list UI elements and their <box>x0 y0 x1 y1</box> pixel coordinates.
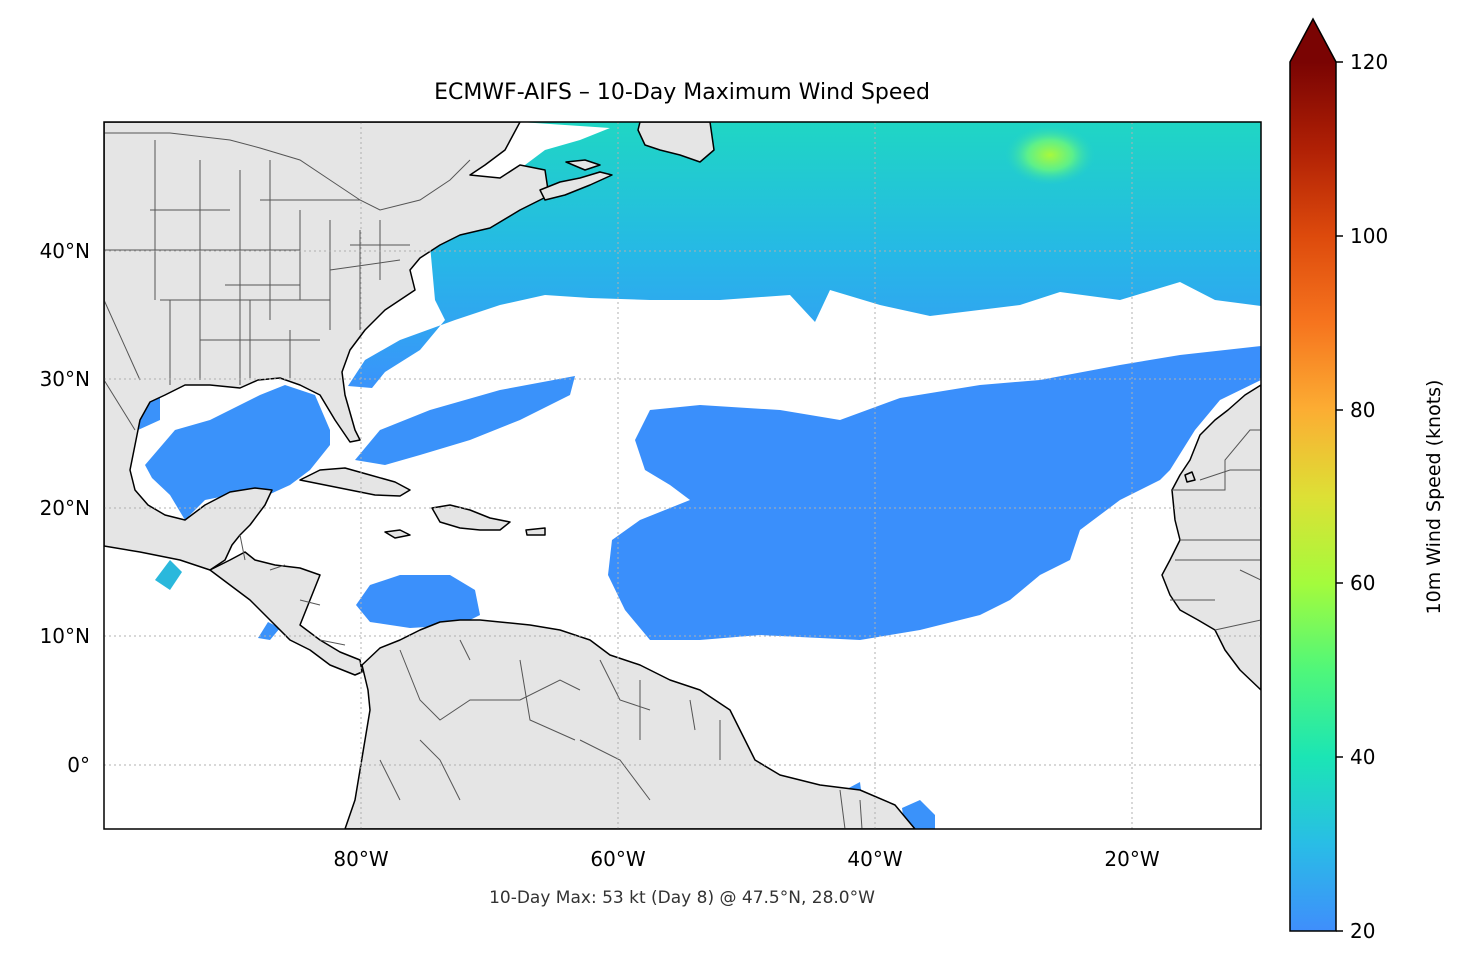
us-canada-border <box>104 132 471 211</box>
mexico-border <box>104 299 141 431</box>
lat-tick-label: 0° <box>67 753 90 777</box>
colorbar-extend-arrow <box>1290 19 1336 62</box>
us-state-lines <box>104 140 410 385</box>
land-puerto-rico <box>525 527 546 536</box>
wind-field-patch-3 <box>845 782 935 829</box>
land-central-america <box>209 551 363 676</box>
colorbar-tick-label: 80 <box>1350 398 1375 422</box>
colorbar-tick-label: 100 <box>1350 224 1388 248</box>
map-frame <box>103 121 1262 830</box>
colorbar-gradient <box>1290 62 1336 931</box>
colorbar-tick-label: 120 <box>1350 50 1388 74</box>
colorbar-ticks <box>1336 61 1343 932</box>
lon-tick-label: 60°W <box>590 847 645 871</box>
south-america-borders <box>379 639 863 829</box>
lat-tick-label: 40°N <box>40 239 90 263</box>
colorbar-label: 10m Wind Speed (knots) <box>1423 380 1445 615</box>
wind-field-gulf-west <box>138 395 160 430</box>
colorbar-tick-labels: 20 40 60 80 100 120 <box>1350 50 1388 943</box>
land-south-america <box>344 619 916 829</box>
colorbar: 20 40 60 80 100 120 10m Wind Speed (knot… <box>1289 17 1445 943</box>
colorbar-tick-label: 20 <box>1350 919 1375 943</box>
wind-max-feature <box>1005 125 1095 185</box>
colorbar-tick-label: 60 <box>1350 571 1375 595</box>
political-borders <box>104 132 1261 829</box>
wind-field-patch-2 <box>258 622 280 640</box>
land-pei <box>565 159 601 171</box>
wind-field-caribbean <box>356 575 480 628</box>
land-africa <box>1161 384 1261 691</box>
africa-borders <box>1170 429 1261 631</box>
max-wind-annotation: 10-Day Max: 53 kt (Day 8) @ 47.5°N, 28.0… <box>489 888 875 908</box>
land <box>104 122 1261 829</box>
lon-tick-label: 80°W <box>333 847 388 871</box>
map-panel <box>104 122 1261 829</box>
lat-tick-label: 20°N <box>40 496 90 520</box>
lat-tick-label: 30°N <box>40 367 90 391</box>
land-newfoundland <box>637 122 715 163</box>
land-nova-scotia <box>539 171 613 201</box>
lat-tick-label: 10°N <box>40 624 90 648</box>
lon-tick-labels: 80°W 60°W 40°W 20°W <box>333 847 1159 871</box>
wind-field-central-atlantic <box>608 346 1261 640</box>
lat-tick-labels: 40°N 30°N 20°N 10°N 0° <box>40 239 90 777</box>
colorbar-tick-label: 40 <box>1350 745 1375 769</box>
wind-field-bahamas <box>355 376 575 465</box>
lon-tick-label: 40°W <box>847 847 902 871</box>
central-america-borders <box>239 534 346 646</box>
land-cuba <box>299 467 411 497</box>
lon-tick-label: 20°W <box>1104 847 1159 871</box>
wind-field-gulf-of-mexico <box>145 385 330 520</box>
map-title: ECMWF-AIFS – 10-Day Maximum Wind Speed <box>434 80 930 105</box>
land-jamaica <box>384 529 411 539</box>
colorbar-outline <box>1289 17 1337 932</box>
land-cape-verde <box>1184 471 1196 483</box>
wind-field-pacific-patch <box>155 560 182 590</box>
